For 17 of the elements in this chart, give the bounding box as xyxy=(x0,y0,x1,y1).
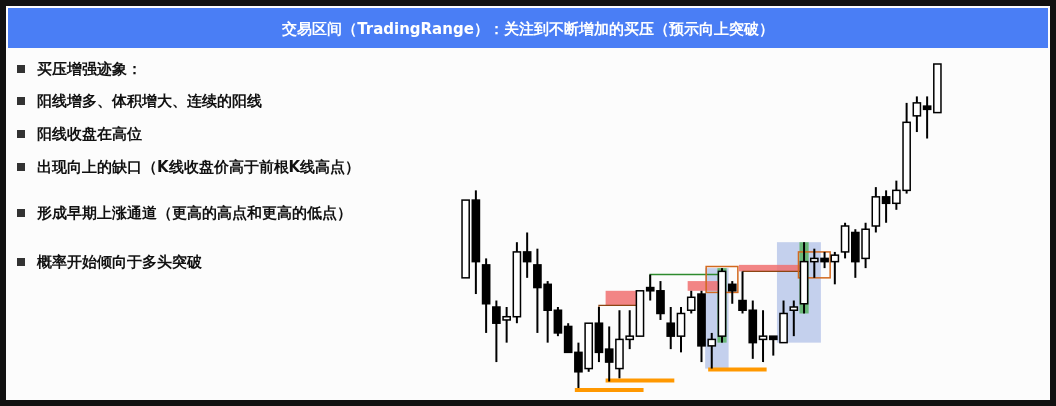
candlestick xyxy=(522,231,532,279)
text: 出现向上的缺口（K线收盘价高于前根K线高点） xyxy=(37,158,361,176)
candlestick xyxy=(922,95,932,140)
text: 形成早期上涨通道（更高的高点和更高的低点） xyxy=(36,204,352,222)
chart-title: 交易区间（TradingRange）：关注到不断增加的买压（预示向上突破） xyxy=(281,20,774,38)
candlestick xyxy=(789,299,799,338)
candlestick xyxy=(758,309,768,364)
candlestick xyxy=(553,306,563,338)
candlestick xyxy=(676,306,686,354)
text: 阳线增多、体积增大、连续的阳线 xyxy=(37,92,262,110)
text: 买压增强迹象： xyxy=(37,60,142,78)
candlestick xyxy=(912,95,922,134)
candlestick xyxy=(666,306,676,351)
candlestick xyxy=(881,189,891,224)
text: 概率开始倾向于多头突破 xyxy=(36,253,203,271)
text: 阳线收盘在高位 xyxy=(37,125,142,143)
candlestick xyxy=(727,280,737,305)
